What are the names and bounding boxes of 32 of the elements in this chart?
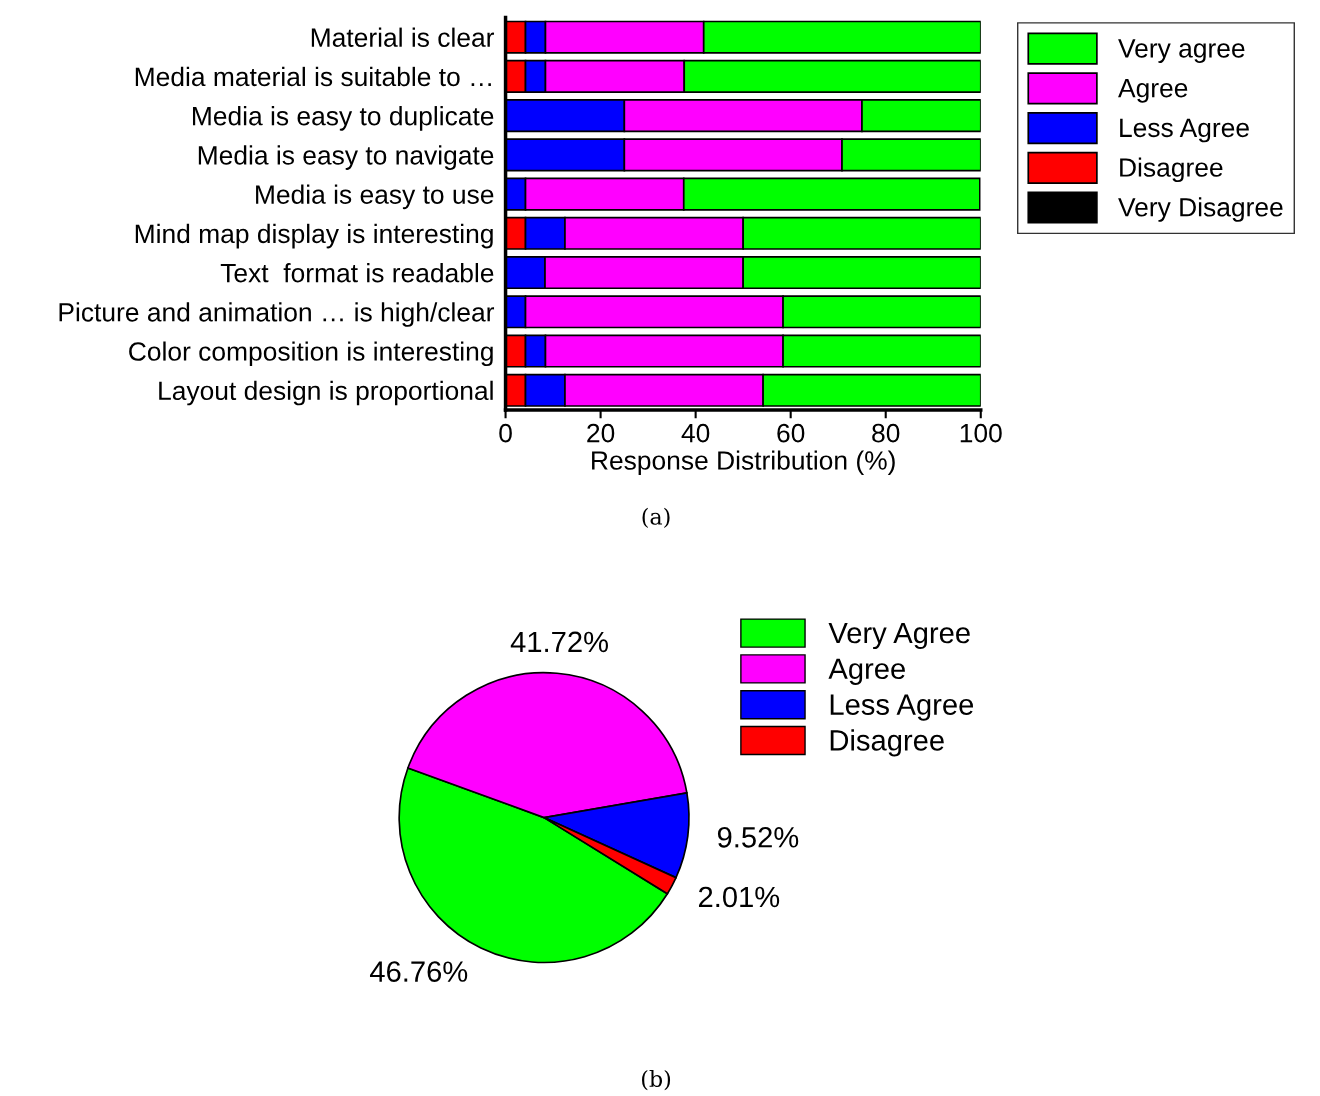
data-label: 9.52% <box>717 826 799 848</box>
x-axis-title: Response Distribution (%) <box>592 450 895 476</box>
x-tick-label: 0 <box>499 423 512 443</box>
y-tick-label: Color composition is interesting <box>129 341 493 367</box>
legend-label: Very Disagree <box>1118 197 1283 222</box>
legend-label: Very Agree <box>828 622 970 650</box>
y-tick-label: Mind map display is interesting <box>135 223 493 249</box>
x-tick-label: 100 <box>960 423 1002 443</box>
legend-label: Disagree <box>1120 157 1223 183</box>
legend-label: Less Agree <box>830 694 974 721</box>
text: (b) <box>642 1069 671 1091</box>
y-tick-label: Media is easy to use <box>256 184 494 210</box>
y-tick-label: Media material is suitable to … <box>135 66 491 87</box>
legend-label: Agree <box>1118 79 1188 103</box>
legend-label: Agree <box>828 658 905 685</box>
x-tick-label: 20 <box>587 423 615 443</box>
y-tick-label: Media is easy to navigate <box>198 145 494 170</box>
legend-label: Less Agree <box>1120 118 1249 143</box>
data-label: 46.76% <box>369 961 468 982</box>
legend-label: Very agree <box>1118 39 1245 63</box>
y-tick-label: Layout design is proportional <box>159 380 493 406</box>
text: (a) <box>642 507 670 528</box>
y-tick-label: Picture and animation … is high/clear <box>59 302 495 327</box>
x-tick-label: 60 <box>777 423 805 443</box>
legend-label: Disagree <box>830 729 944 757</box>
y-tick-label: Text format is readable <box>220 263 494 283</box>
x-tick-label: 80 <box>872 423 900 443</box>
data-label: 41.72% <box>510 631 608 653</box>
y-tick-label: Media is easy to duplicate <box>192 106 494 131</box>
data-label: 2.01% <box>698 886 780 908</box>
x-tick-label: 40 <box>681 423 710 443</box>
y-tick-label: Material is clear <box>311 27 495 47</box>
